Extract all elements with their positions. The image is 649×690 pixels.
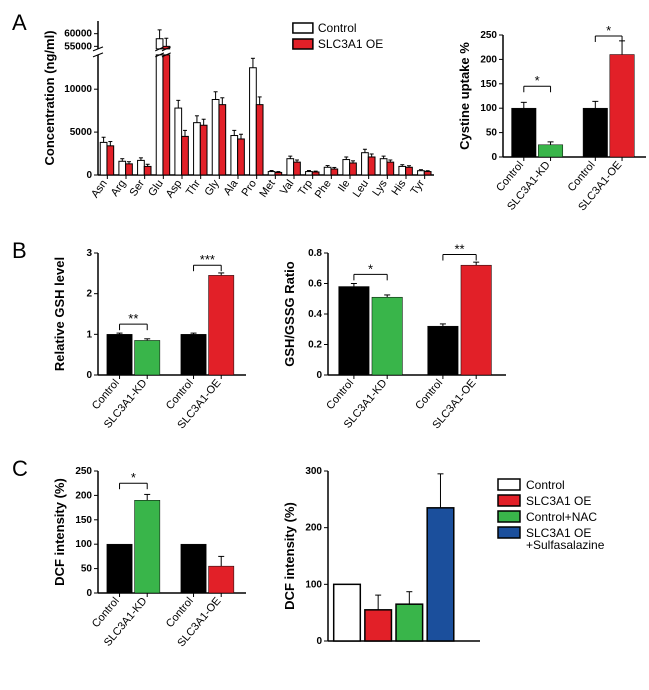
svg-text:DCF intensity (%): DCF intensity (%) — [52, 478, 67, 586]
svg-text:0: 0 — [491, 152, 497, 163]
svg-text:200: 200 — [480, 54, 497, 65]
svg-text:Met: Met — [257, 178, 277, 200]
svg-text:**: ** — [454, 243, 464, 257]
svg-text:0: 0 — [86, 370, 92, 381]
svg-text:Control: Control — [318, 21, 357, 35]
svg-text:Trp: Trp — [296, 178, 315, 198]
svg-text:Tyr: Tyr — [409, 178, 428, 198]
svg-text:Control: Control — [526, 478, 565, 492]
svg-text:2: 2 — [86, 289, 92, 300]
svg-text:Gly: Gly — [202, 177, 222, 198]
svg-text:Ile: Ile — [336, 178, 352, 194]
svg-text:Val: Val — [278, 178, 296, 197]
svg-text:SLC3A1 OE: SLC3A1 OE — [526, 494, 591, 508]
svg-text:Leu: Leu — [351, 178, 371, 200]
svg-text:Thr: Thr — [184, 178, 203, 199]
svg-text:60000: 60000 — [64, 29, 92, 40]
svg-text:150: 150 — [480, 79, 497, 90]
svg-text:Pro: Pro — [239, 178, 259, 199]
svg-text:DCF intensity (%): DCF intensity (%) — [282, 502, 297, 610]
svg-text:Control+NAC: Control+NAC — [526, 510, 597, 524]
panel-a-right-chart: 050100150200250Cystine uptake %ControlSL… — [455, 25, 649, 225]
panel-a-label: A — [12, 10, 27, 36]
svg-text:0.8: 0.8 — [308, 248, 322, 259]
svg-text:50: 50 — [81, 564, 93, 575]
svg-text:0: 0 — [316, 370, 322, 381]
svg-text:250: 250 — [480, 30, 497, 41]
panel-b-row: B 0123Relative GSH levelControlSLC3A1-KD… — [10, 238, 639, 448]
svg-text:*: * — [535, 73, 540, 88]
svg-text:**: ** — [128, 311, 138, 326]
svg-text:0: 0 — [86, 170, 92, 181]
panel-a-left-chart: 0 5000 10000 5500060000 Concentration (ng/ml… — [40, 15, 440, 230]
svg-text:55000: 55000 — [64, 41, 92, 52]
panel-b-label: B — [12, 238, 27, 264]
svg-text:*: * — [131, 470, 136, 485]
svg-text:*: * — [368, 261, 373, 276]
svg-text:Cystine uptake %: Cystine uptake % — [457, 42, 472, 150]
svg-text:1: 1 — [86, 329, 92, 340]
svg-text:Glu: Glu — [146, 178, 166, 199]
svg-text:*: * — [606, 25, 611, 38]
svg-text:100: 100 — [305, 579, 322, 590]
svg-text:100: 100 — [75, 539, 92, 550]
svg-text:Arg: Arg — [109, 178, 129, 199]
panel-c-row: C 0 50 100 150 200 250 DCF intensity (%) Contro… — [10, 456, 639, 671]
svg-text:Phe: Phe — [313, 178, 334, 201]
svg-text:10000: 10000 — [64, 84, 92, 95]
svg-text:0: 0 — [86, 588, 92, 599]
panel-a-row: A 0 5000 10000 5500060000 Concentration (ng/… — [10, 10, 639, 230]
svg-text:+Sulfasalazine: +Sulfasalazine — [526, 538, 605, 552]
svg-text:Ala: Ala — [222, 177, 241, 198]
svg-text:0.2: 0.2 — [308, 340, 322, 351]
svg-text:***: *** — [200, 252, 215, 267]
svg-text:Relative GSH level: Relative GSH level — [52, 257, 67, 371]
panel-c-right-chart: 0 100 200 300 DCF intensity (%) Control SLC3A1… — [280, 461, 640, 661]
svg-text:Lys: Lys — [370, 177, 390, 198]
svg-text:Concentration (ng/ml): Concentration (ng/ml) — [42, 30, 57, 165]
svg-text:200: 200 — [305, 523, 322, 534]
svg-text:200: 200 — [75, 490, 92, 501]
svg-text:Ser: Ser — [127, 178, 147, 199]
svg-text:0: 0 — [316, 636, 322, 647]
svg-text:50: 50 — [486, 128, 498, 139]
svg-text:0.4: 0.4 — [308, 309, 322, 320]
panel-b-right-chart: 00.20.40.60.8GSH/GSSG RatioControlSLC3A1… — [280, 243, 510, 443]
svg-text:250: 250 — [75, 466, 92, 477]
svg-text:His: His — [390, 177, 409, 197]
svg-text:150: 150 — [75, 515, 92, 526]
panel-c-left-chart: 050100150200250DCF intensity (%)ControlS… — [50, 461, 250, 661]
svg-text:Asp: Asp — [164, 178, 185, 200]
svg-text:300: 300 — [305, 466, 322, 477]
svg-text:Control: Control — [324, 377, 356, 412]
panel-b-left-chart: 0123Relative GSH levelControlSLC3A1-KDCo… — [50, 243, 250, 443]
svg-text:Asn: Asn — [89, 178, 110, 200]
svg-text:Control: Control — [413, 377, 445, 412]
svg-text:3: 3 — [86, 248, 92, 259]
svg-text:GSH/GSSG Ratio: GSH/GSSG Ratio — [282, 261, 297, 367]
svg-text:SLC3A1 OE: SLC3A1 OE — [318, 37, 383, 51]
svg-text:0.6: 0.6 — [308, 279, 322, 290]
svg-text:100: 100 — [480, 103, 497, 114]
panel-c-label: C — [12, 456, 28, 482]
svg-text:5000: 5000 — [70, 127, 93, 138]
